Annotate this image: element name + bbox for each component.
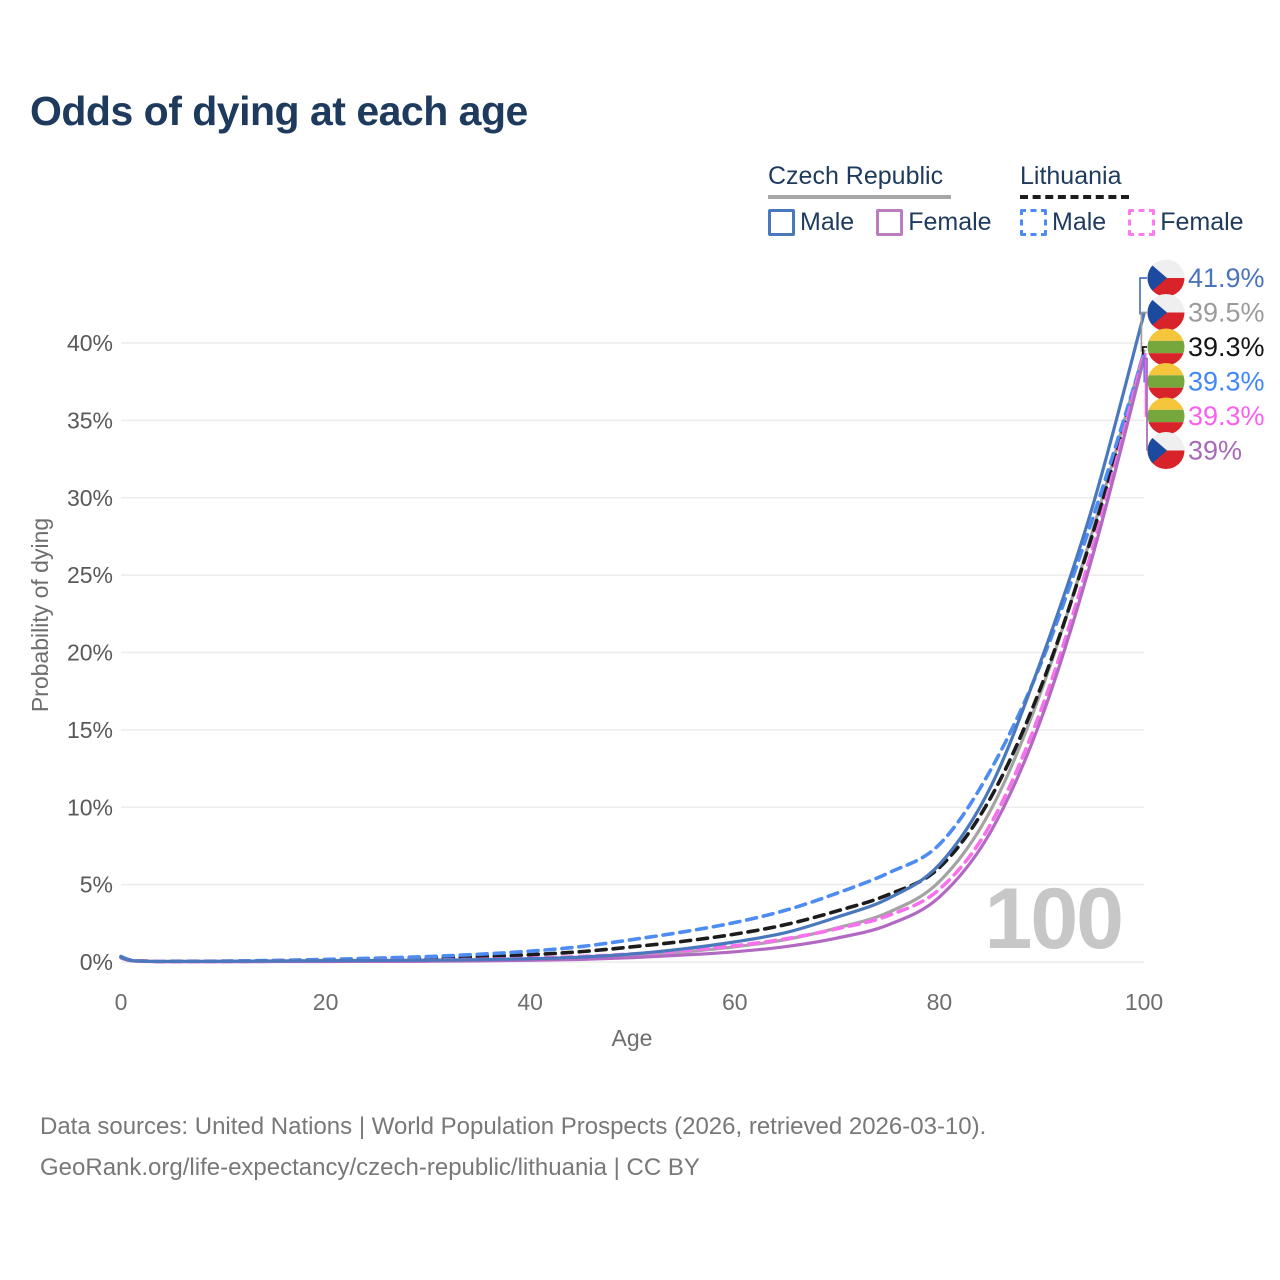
end-label-czech-republic-male: 41.9% [1188, 263, 1265, 293]
legend-group-czech-republic: Czech Republic Male Female [768, 162, 1014, 237]
legend-swatch-czech-male-icon[interactable] [768, 209, 795, 236]
y-axis-tick-labels: 0% 5% 10% 15% 20% 25% 30% 35% 40% [67, 330, 113, 975]
flag-lt-icon [1147, 397, 1185, 435]
legend-swatch-lithuania-female-icon[interactable] [1128, 209, 1156, 236]
footer: Data sources: United Nations | World Pop… [40, 1106, 986, 1188]
y-tick-label: 30% [67, 485, 113, 511]
leader-line [1141, 346, 1147, 355]
y-tick-label: 20% [67, 640, 113, 666]
leader-line [1139, 277, 1147, 315]
end-label-lithuania-female: 39.3% [1188, 401, 1265, 431]
flag-lt-icon [1147, 328, 1185, 366]
legend-swatch-czech-female-icon[interactable] [876, 209, 904, 236]
end-label-callouts: 41.9% 39.5% 39.3% 39.3% 39.3% 39% [1139, 259, 1265, 469]
y-tick-label: 0% [80, 949, 113, 975]
footer-attribution: GeoRank.org/life-expectancy/czech-republ… [40, 1154, 700, 1181]
footer-sources: Data sources: United Nations | World Pop… [40, 1113, 987, 1140]
x-tick-label: 20 [313, 989, 339, 1015]
legend-swatch-lithuania-male-icon[interactable] [1020, 209, 1047, 236]
series-line-czech-republic-both-sexes [119, 349, 1146, 964]
flag-cz-icon [1147, 294, 1185, 331]
flag-cz-icon [1147, 432, 1185, 469]
page-title: Odds of dying at each age [30, 88, 528, 134]
x-tick-label: 80 [927, 989, 953, 1015]
end-label-czech-republic-both-sexes: 39.5% [1188, 298, 1265, 328]
legend-heading-lithuania[interactable]: Lithuania [1020, 162, 1130, 199]
legend-label-czech-male[interactable]: Male [800, 208, 855, 236]
legend-label-czech-female[interactable]: Female [908, 208, 992, 236]
flag-cz-icon [1147, 259, 1185, 297]
x-tick-label: 0 [115, 989, 128, 1015]
y-tick-label: 40% [67, 330, 113, 356]
y-tick-label: 35% [67, 407, 113, 433]
leader-line [1144, 357, 1148, 451]
legend-row-lithuania: Male Female [1020, 208, 1266, 237]
y-tick-label: 15% [67, 717, 113, 743]
legend-label-lithuania-male[interactable]: Male [1052, 208, 1107, 236]
y-axis-title: Probability of dying [27, 518, 53, 712]
flag-lt-icon [1147, 363, 1185, 400]
y-tick-label: 25% [67, 562, 113, 588]
y-tick-label: 10% [67, 794, 113, 820]
x-tick-label: 60 [722, 989, 748, 1015]
end-label-lithuania-male: 39.3% [1188, 367, 1265, 397]
end-label-czech-republic-female: 39% [1188, 436, 1242, 466]
age-watermark: 100 [985, 871, 1123, 967]
gridlines [121, 342, 1144, 963]
series-line-czech-republic-male [119, 311, 1146, 964]
legend-label-lithuania-female[interactable]: Female [1160, 208, 1244, 236]
series-lines [119, 311, 1146, 964]
x-tick-label: 40 [517, 989, 543, 1015]
x-tick-label: 100 [1125, 989, 1163, 1015]
legend-group-lithuania: Lithuania Male Female [1020, 162, 1266, 237]
legend-heading-czech-republic[interactable]: Czech Republic [768, 162, 952, 199]
end-label-lithuania-both-sexes: 39.3% [1188, 332, 1265, 362]
y-tick-label: 5% [80, 872, 113, 898]
legend-row-czech-republic: Male Female [768, 208, 1014, 237]
x-axis-tick-labels: 0 20 40 60 80 100 [115, 989, 1164, 1015]
x-axis-title: Age [612, 1025, 653, 1051]
